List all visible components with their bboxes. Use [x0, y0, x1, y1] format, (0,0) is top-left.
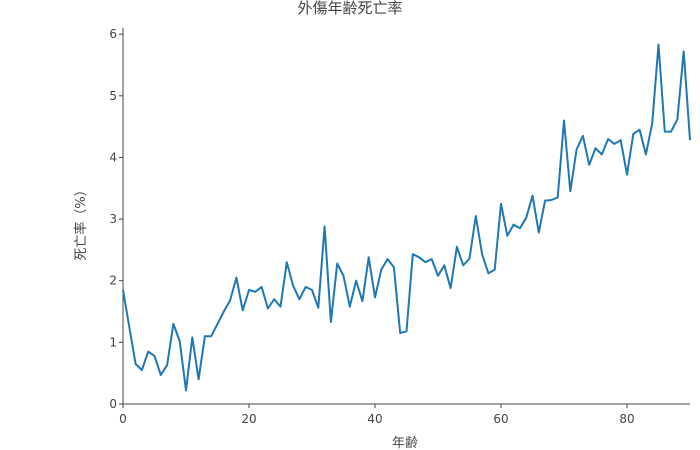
- x-axis-ticks: 0 20 40 60 80: [119, 404, 635, 426]
- y-axis-ticks: 0 1 2 3 4 5 6: [109, 27, 123, 411]
- x-tick-label: 40: [367, 412, 382, 426]
- chart-title: 外傷年齢死亡率: [297, 0, 402, 17]
- y-axis-label: 死亡率（%）: [73, 183, 89, 260]
- mortality-series-line: [122, 43, 691, 392]
- y-tick-label: 3: [109, 212, 117, 226]
- x-axis-label: 年齢: [392, 436, 418, 450]
- y-tick-label: 1: [109, 335, 117, 349]
- x-tick-label: 80: [619, 412, 634, 426]
- y-tick-label: 4: [109, 150, 117, 164]
- y-tick-label: 5: [109, 89, 117, 103]
- y-tick-label: 2: [109, 274, 117, 288]
- x-tick-label: 20: [241, 412, 256, 426]
- x-tick-label: 60: [493, 412, 508, 426]
- x-tick-label: 0: [119, 412, 127, 426]
- y-tick-label: 6: [109, 27, 117, 41]
- y-tick-label: 0: [109, 397, 117, 411]
